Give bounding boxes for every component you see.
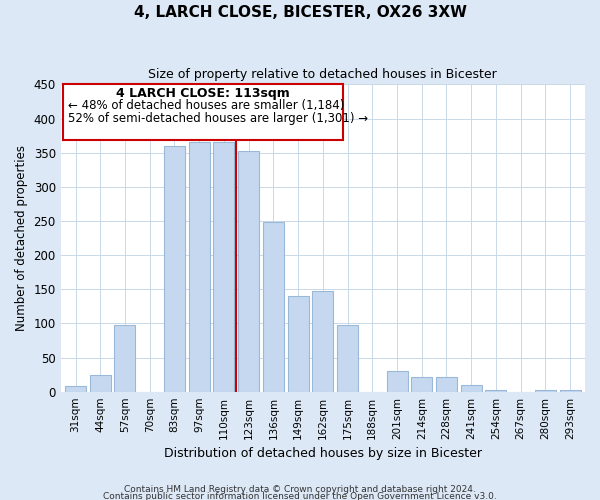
FancyBboxPatch shape xyxy=(63,84,343,140)
X-axis label: Distribution of detached houses by size in Bicester: Distribution of detached houses by size … xyxy=(164,447,482,460)
Title: Size of property relative to detached houses in Bicester: Size of property relative to detached ho… xyxy=(148,68,497,80)
Text: Contains HM Land Registry data © Crown copyright and database right 2024.: Contains HM Land Registry data © Crown c… xyxy=(124,486,476,494)
Bar xyxy=(164,146,185,392)
Bar xyxy=(263,222,284,392)
Text: Contains public sector information licensed under the Open Government Licence v3: Contains public sector information licen… xyxy=(103,492,497,500)
Bar xyxy=(214,142,235,392)
Bar xyxy=(238,152,259,392)
Text: 4 LARCH CLOSE: 113sqm: 4 LARCH CLOSE: 113sqm xyxy=(116,87,290,100)
Bar xyxy=(287,296,308,392)
Y-axis label: Number of detached properties: Number of detached properties xyxy=(15,145,28,331)
Bar xyxy=(560,390,581,392)
Bar xyxy=(337,325,358,392)
Text: 52% of semi-detached houses are larger (1,301) →: 52% of semi-detached houses are larger (… xyxy=(68,112,368,125)
Bar xyxy=(485,390,506,392)
Bar xyxy=(188,142,209,392)
Bar xyxy=(313,290,334,392)
Text: ← 48% of detached houses are smaller (1,184): ← 48% of detached houses are smaller (1,… xyxy=(68,100,344,112)
Bar xyxy=(436,376,457,392)
Bar xyxy=(411,376,432,392)
Bar xyxy=(115,325,136,392)
Text: 4, LARCH CLOSE, BICESTER, OX26 3XW: 4, LARCH CLOSE, BICESTER, OX26 3XW xyxy=(133,5,467,20)
Bar xyxy=(386,371,407,392)
Bar xyxy=(90,374,111,392)
Bar xyxy=(535,390,556,392)
Bar xyxy=(65,386,86,392)
Bar xyxy=(461,385,482,392)
